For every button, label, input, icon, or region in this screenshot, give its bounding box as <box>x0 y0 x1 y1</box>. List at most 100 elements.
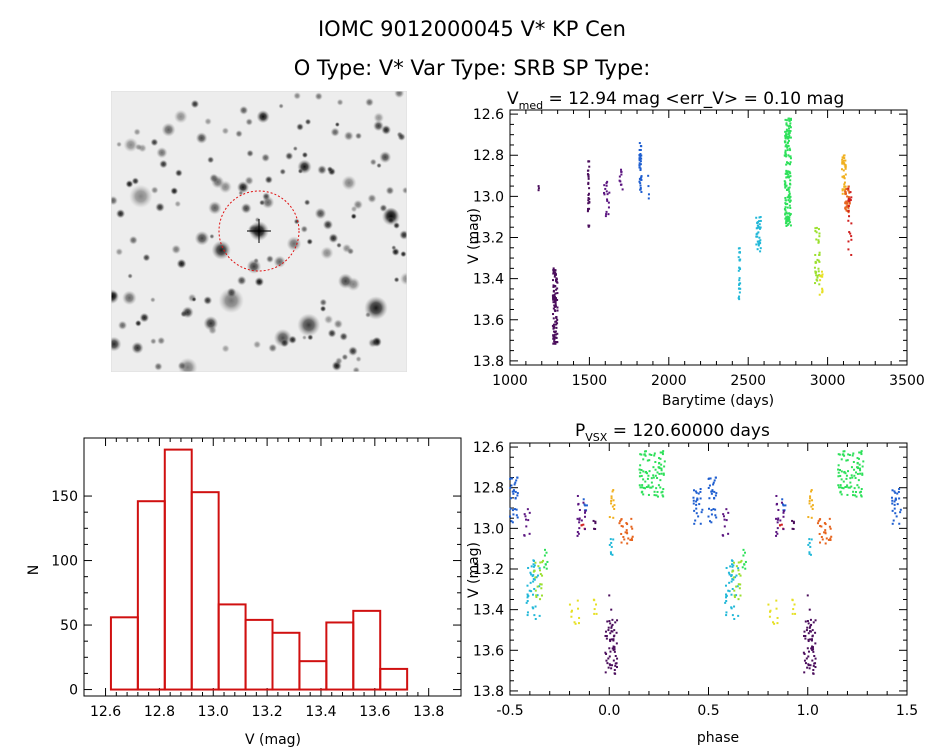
lightcurve-point <box>846 195 849 198</box>
lightcurve-point <box>556 287 559 290</box>
phased-point <box>655 487 658 490</box>
phased-point <box>693 522 696 525</box>
phased-point <box>625 529 628 532</box>
lightcurve-point <box>844 173 847 176</box>
histogram-bar <box>190 491 220 691</box>
phased-point <box>526 611 529 614</box>
phased-point <box>593 608 596 611</box>
phased-point <box>512 513 515 516</box>
lightcurve-point <box>784 141 787 144</box>
phased-point <box>842 487 845 490</box>
phased-point <box>808 552 811 555</box>
lightcurve-point <box>789 149 792 152</box>
lightcurve-point <box>843 183 846 186</box>
phased-point <box>624 531 627 534</box>
phased-point <box>577 622 580 625</box>
phased-point <box>584 509 587 512</box>
phased-point <box>537 565 540 568</box>
star <box>111 289 120 304</box>
phased-point <box>533 569 536 572</box>
histogram-xtick-label: 13.4 <box>305 704 336 720</box>
phased-point <box>660 451 663 454</box>
phased-point <box>610 502 613 505</box>
phased-point <box>612 489 615 492</box>
phased-point <box>809 497 812 500</box>
phased-point <box>816 522 819 525</box>
phased-point <box>595 603 598 606</box>
lightcurve-point <box>786 218 789 221</box>
histogram-bar <box>109 616 139 691</box>
star <box>123 137 139 153</box>
phased-point <box>613 646 616 649</box>
lightcurve-point <box>537 187 540 190</box>
lightcurve-point <box>621 188 624 191</box>
lightcurve-point <box>788 119 791 122</box>
phased-point <box>893 507 896 510</box>
lightcurve-point <box>786 188 789 191</box>
phased-point <box>775 599 778 602</box>
lightcurve-point <box>844 192 847 195</box>
phased-point <box>578 508 581 511</box>
lightcurve-point <box>552 298 555 301</box>
lightcurve-point <box>843 163 846 166</box>
star <box>337 273 354 289</box>
phased-point <box>739 583 742 586</box>
lightcurve-point <box>552 337 555 340</box>
lightcurve-point <box>784 134 787 137</box>
lightcurve-point <box>841 192 844 195</box>
phased-point <box>539 573 542 576</box>
phased-point <box>630 517 633 520</box>
phased-point <box>853 474 856 477</box>
lightcurve-point <box>606 199 609 202</box>
star <box>293 218 300 225</box>
figure-subtitle: O Type: V* Var Type: SRB SP Type: <box>293 56 651 80</box>
phased-point <box>641 484 644 487</box>
phased-point <box>534 617 537 620</box>
phased-point <box>577 502 580 505</box>
lightcurve-point <box>788 186 791 189</box>
star <box>292 145 298 152</box>
phased-point <box>615 642 618 645</box>
phased-point <box>614 654 617 657</box>
phased-point <box>857 457 860 460</box>
phased-point <box>697 515 700 518</box>
phased-point <box>813 654 816 657</box>
phased-point <box>812 672 815 675</box>
star <box>279 168 287 176</box>
phased-point <box>809 495 812 498</box>
phased-point <box>775 517 778 520</box>
phased-point <box>593 527 596 530</box>
lightcurve-point <box>738 279 741 282</box>
star <box>373 112 385 124</box>
lightcurve-xtick-label: 2000 <box>651 373 687 389</box>
phased-point <box>534 576 537 579</box>
phased-point <box>847 453 850 456</box>
lightcurve-point <box>850 235 853 238</box>
phased-point <box>810 623 813 626</box>
lightcurve-point <box>552 301 555 304</box>
phased-point <box>510 520 513 523</box>
phased-point <box>810 489 813 492</box>
lightcurve-title: Vmed = 12.94 mag <err_V> = 0.10 mag <box>507 89 844 112</box>
star <box>194 230 210 246</box>
lightcurve-point <box>552 270 555 273</box>
lightcurve-point <box>638 180 641 183</box>
lightcurve-point <box>784 222 787 225</box>
phased-point <box>715 516 718 519</box>
phased-point <box>610 497 613 500</box>
phased-point <box>744 560 747 563</box>
star <box>300 225 309 233</box>
phased-point <box>729 565 732 568</box>
phased-point <box>525 525 528 528</box>
lightcurve-point <box>846 188 849 191</box>
star <box>307 334 314 341</box>
phased-point <box>860 494 863 497</box>
phased-point <box>619 520 622 523</box>
phased-point <box>809 553 812 556</box>
phased-point <box>613 648 616 651</box>
phased-point <box>610 638 613 641</box>
star <box>246 149 254 158</box>
lightcurve-point <box>847 197 850 200</box>
phased-point <box>607 626 610 629</box>
lightcurve-point <box>607 201 610 204</box>
